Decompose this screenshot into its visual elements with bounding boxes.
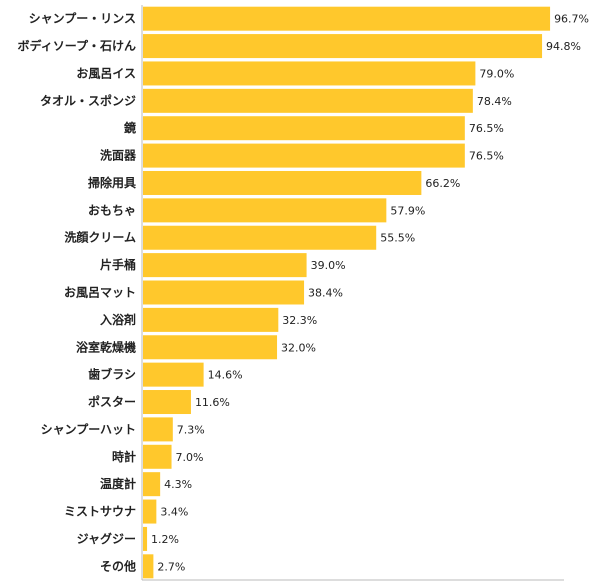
value-label: 57.9% xyxy=(390,204,425,217)
value-label: 66.2% xyxy=(425,177,460,190)
category-label: ポスター xyxy=(88,394,136,409)
category-label: ボディソープ・石けん xyxy=(18,38,136,53)
category-label: 時計 xyxy=(112,449,136,464)
bar-19 xyxy=(143,526,148,551)
bar-12 xyxy=(143,335,278,360)
category-label: 洗顔クリーム xyxy=(64,230,136,245)
category-label: お風呂イス xyxy=(76,66,136,80)
bar-11 xyxy=(143,307,279,332)
bar-2 xyxy=(143,61,476,86)
category-label: シャンプー・リンス xyxy=(29,11,136,26)
bar-5 xyxy=(143,143,465,168)
value-label: 78.4% xyxy=(477,95,512,108)
category-label: 温度計 xyxy=(100,476,136,491)
category-label: 片手桶 xyxy=(100,257,136,272)
category-label: その他 xyxy=(100,558,136,573)
bar-16 xyxy=(143,444,172,469)
value-label: 3.4% xyxy=(160,506,188,519)
value-label: 38.4% xyxy=(308,287,343,300)
value-label: 11.6% xyxy=(195,396,230,409)
bar-6 xyxy=(143,170,422,195)
value-label: 32.3% xyxy=(282,314,317,327)
bar-14 xyxy=(143,390,191,415)
bar-13 xyxy=(143,362,204,387)
category-label: 鏡 xyxy=(123,120,136,135)
category-label: 入浴剤 xyxy=(100,312,136,327)
value-label: 96.7% xyxy=(554,13,589,26)
category-label: おもちゃ xyxy=(88,203,136,217)
bar-18 xyxy=(143,499,157,524)
category-label: ミストサウナ xyxy=(64,505,136,519)
bar-8 xyxy=(143,225,377,250)
bar-1 xyxy=(143,34,543,59)
bar-0 xyxy=(143,6,551,31)
category-label: タオル・スポンジ xyxy=(40,93,136,108)
value-label: 7.0% xyxy=(176,451,204,464)
bar-20 xyxy=(143,554,154,579)
bar-9 xyxy=(143,253,307,278)
category-label: お風呂マット xyxy=(64,286,136,300)
value-label: 1.2% xyxy=(151,533,179,546)
value-label: 79.0% xyxy=(479,67,514,80)
category-label: 掃除用具 xyxy=(88,175,136,190)
value-label: 4.3% xyxy=(164,478,192,491)
category-label: ジャグジー xyxy=(77,531,136,546)
value-label: 2.7% xyxy=(157,560,185,573)
bar-4 xyxy=(143,116,465,141)
value-label: 76.5% xyxy=(469,150,504,163)
bar-3 xyxy=(143,88,473,113)
category-label: シャンプーハット xyxy=(41,421,136,436)
value-label: 7.3% xyxy=(177,423,205,436)
value-label: 14.6% xyxy=(208,369,243,382)
value-label: 39.0% xyxy=(311,259,346,272)
category-label: 洗面器 xyxy=(100,148,137,163)
bar-15 xyxy=(143,417,173,442)
category-label: 歯ブラシ xyxy=(88,367,136,382)
bar-7 xyxy=(143,198,387,223)
value-label: 76.5% xyxy=(469,122,504,135)
category-label: 浴室乾燥機 xyxy=(76,339,136,354)
bar-10 xyxy=(143,280,305,305)
value-label: 32.0% xyxy=(281,341,316,354)
value-label: 55.5% xyxy=(380,232,415,245)
value-label: 94.8% xyxy=(546,40,581,53)
bar-17 xyxy=(143,472,161,497)
